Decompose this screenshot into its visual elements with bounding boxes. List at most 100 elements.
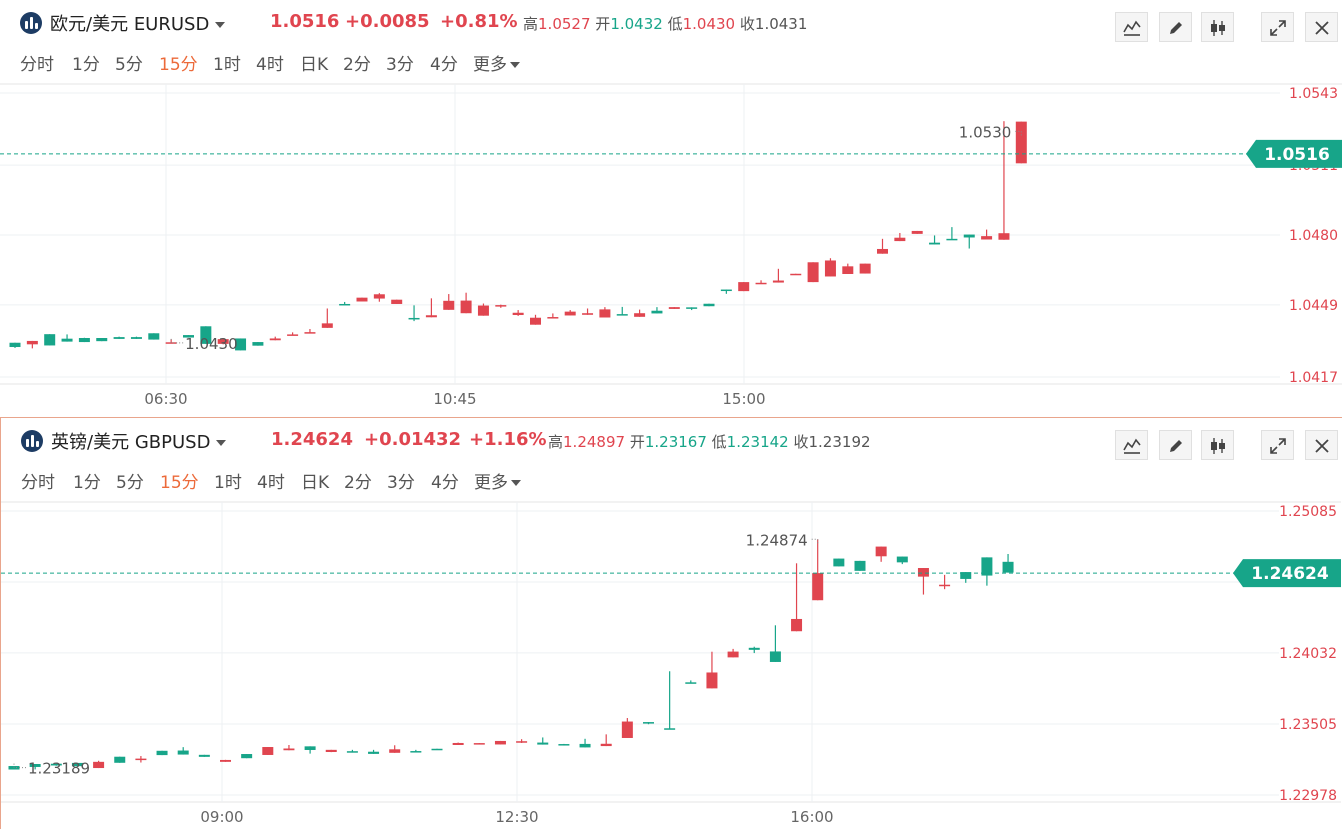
tab-4h[interactable]: 4时 [256, 55, 284, 75]
instrument-selector[interactable]: 英镑/美元 GBPUSD [51, 428, 227, 454]
tab-2m[interactable]: 2分 [343, 55, 371, 75]
close-button[interactable] [1305, 12, 1338, 42]
close-label: 收 [793, 433, 809, 451]
max-leader [811, 538, 819, 544]
instrument-symbol: GBPUSD [134, 432, 211, 453]
candle-body [790, 273, 802, 276]
open-value: 1.23167 [644, 433, 707, 451]
tab-5m[interactable]: 5分 [116, 473, 144, 493]
candle-body [368, 751, 380, 754]
close-value: 1.23192 [808, 433, 871, 451]
tab-more-label: 更多 [473, 55, 507, 75]
candle-body [356, 297, 368, 302]
candle-body [235, 338, 247, 351]
x-tick-label: 15:00 [722, 390, 765, 408]
open-label: 开 [629, 433, 645, 451]
tab-more[interactable]: 更多 [473, 50, 520, 75]
tab-1m[interactable]: 1分 [72, 55, 100, 75]
candle-body [93, 761, 105, 769]
candle-body [516, 741, 528, 743]
tab-timeline[interactable]: 分时 [21, 473, 55, 493]
instrument-selector[interactable]: 欧元/美元 EURUSD [50, 10, 226, 36]
tab-1m[interactable]: 1分 [73, 473, 101, 493]
candle-body [96, 338, 108, 342]
candle-body [495, 305, 507, 307]
indicator-icon [1123, 438, 1141, 454]
tab-1h[interactable]: 1时 [214, 473, 242, 493]
y-tick-label: 1.0449 [1289, 298, 1338, 314]
price-change: +0.01432 [364, 429, 462, 450]
candle-body [460, 300, 472, 314]
candle-body [262, 747, 274, 755]
expand-button[interactable] [1261, 430, 1294, 460]
tab-5m[interactable]: 5分 [115, 55, 143, 75]
candlestick-chart[interactable]: 1.250851.245581.240321.235051.2297809:00… [1, 418, 1341, 829]
last-price: 1.0516 [270, 11, 340, 32]
candle-body [703, 303, 715, 307]
candle-type-icon [1211, 20, 1225, 36]
tab-3m[interactable]: 3分 [386, 55, 414, 75]
tab-1h[interactable]: 1时 [213, 55, 241, 75]
candle-body [960, 572, 972, 579]
draw-button[interactable] [1159, 430, 1192, 460]
tab-timeline[interactable]: 分时 [20, 55, 54, 75]
candle-body [71, 762, 83, 767]
x-tick-label: 09:00 [200, 808, 243, 826]
candle-body [981, 557, 993, 576]
candle-body [842, 266, 854, 274]
candle-type-button[interactable] [1201, 430, 1234, 460]
candle-body [443, 300, 455, 310]
candle-body [807, 262, 819, 283]
tab-15m[interactable]: 15分 [159, 55, 198, 75]
close-icon [1315, 21, 1329, 35]
chevron-down-icon [511, 480, 521, 486]
candlestick-chart[interactable]: 1.05431.05111.04801.04491.041706:3010:45… [0, 0, 1342, 412]
candle-body [738, 282, 750, 292]
candle-body [877, 248, 888, 254]
candle-body [113, 337, 125, 339]
candle-body [252, 342, 264, 346]
x-tick-label: 06:30 [144, 390, 187, 408]
last-price-tag-label: 1.24624 [1251, 564, 1329, 584]
tab-more[interactable]: 更多 [474, 468, 521, 493]
tab-15m[interactable]: 15分 [160, 473, 199, 493]
draw-button[interactable] [1159, 12, 1192, 42]
high-label: 高 [548, 433, 564, 451]
low-label: 低 [667, 15, 683, 33]
candle-type-button[interactable] [1201, 12, 1234, 42]
tab-4m[interactable]: 4分 [431, 473, 459, 493]
candle-body [325, 749, 337, 753]
candle-body [558, 744, 570, 746]
candle-body [8, 766, 20, 770]
chevron-down-icon [215, 22, 226, 28]
tab-daily[interactable]: 日K [301, 473, 330, 493]
ohlc-row: 高1.0527 开1.0432 低1.0430 收1.0431 [523, 13, 807, 34]
tab-4m[interactable]: 4分 [430, 55, 458, 75]
indicator-button[interactable] [1115, 430, 1148, 460]
instrument-name: 英镑/美元 [51, 432, 130, 453]
x-tick-label: 16:00 [790, 808, 833, 826]
candle-body [26, 340, 38, 345]
y-tick-label: 1.0480 [1289, 228, 1338, 244]
candle-body [339, 303, 351, 306]
tab-3m[interactable]: 3分 [387, 473, 415, 493]
tab-daily[interactable]: 日K [300, 55, 329, 75]
candle-body [408, 317, 420, 320]
candle-body [410, 751, 422, 753]
candle-body [894, 237, 906, 242]
indicator-button[interactable] [1115, 12, 1148, 42]
candle-body [685, 682, 697, 684]
tab-2m[interactable]: 2分 [344, 473, 372, 493]
tab-4h[interactable]: 4时 [257, 473, 285, 493]
candle-body [963, 234, 975, 238]
candle-body [29, 763, 41, 767]
candle-body [431, 748, 443, 751]
close-button[interactable] [1305, 430, 1338, 460]
candle-body [547, 317, 559, 319]
candle-body [78, 338, 90, 343]
candle-body [791, 618, 803, 632]
chart-panel-gbpusd: 英镑/美元 GBPUSD 1.24624 +0.01432 +1.16% 高1.… [0, 417, 1342, 829]
expand-button[interactable] [1261, 12, 1294, 42]
price-change-pct: +1.16% [469, 429, 547, 450]
candle-body [621, 721, 633, 738]
